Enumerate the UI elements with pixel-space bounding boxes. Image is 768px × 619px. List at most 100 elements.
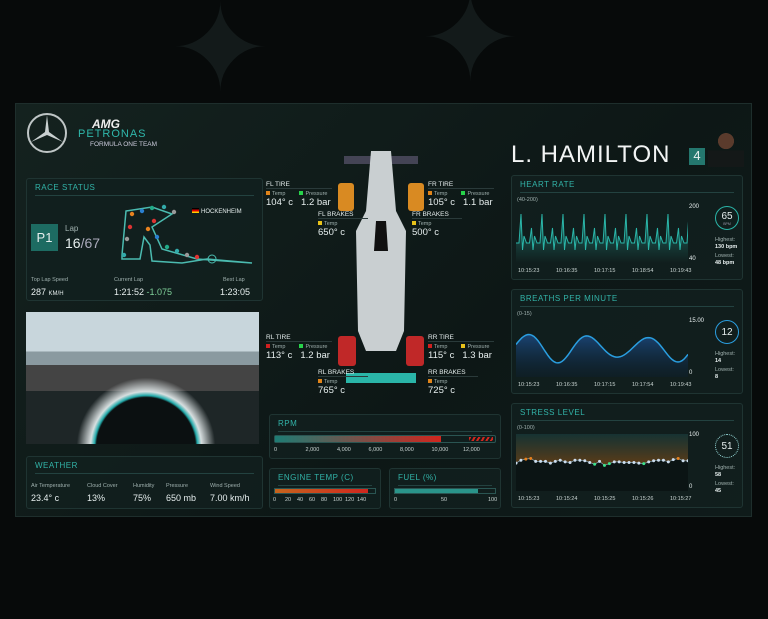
fuel-panel: FUEL (%) 0 50 100: [389, 468, 501, 509]
time-tick-label: 10:15:24: [556, 496, 578, 502]
track-position-dot: [145, 226, 151, 232]
gauge-tick-label: 12,000: [463, 447, 480, 453]
rl-brakes-readout: RL BRAKES Temp 765° c: [318, 369, 368, 396]
race-status-title: RACE STATUS: [35, 183, 254, 196]
mercedes-star-logo: [27, 113, 67, 153]
track-position-dot: [121, 252, 127, 258]
gauge-tick-label: 20: [285, 497, 292, 503]
weather-item: Humidity 75%: [133, 483, 155, 503]
track-position-dot: [184, 252, 190, 258]
rl-tire-marker: [338, 336, 356, 366]
background-star-logo: ✦: [170, 0, 271, 116]
stress-point: [686, 459, 688, 463]
fr-brakes-readout: FR BRAKES Temp 500° c: [412, 211, 462, 238]
stress-point: [548, 461, 552, 465]
stress-point: [568, 461, 572, 464]
stress-point: [617, 460, 621, 464]
time-tick-label: 10:15:26: [632, 496, 654, 502]
gauge-tick-label: 0: [273, 497, 277, 503]
driver-name: L. HAMILTON: [511, 141, 671, 168]
gauge-tick-label: 40: [297, 497, 304, 503]
driver-avatar: [708, 130, 744, 167]
gauge-tick-label: 140: [357, 497, 367, 503]
rpm-redline: [469, 437, 493, 441]
stress-point: [632, 461, 636, 464]
temp-indicator-icon: [428, 191, 432, 195]
amg-logo: AMG: [92, 117, 120, 131]
germany-flag-icon: [192, 208, 199, 213]
stress-point: [588, 461, 592, 464]
track-position-dot: [151, 218, 157, 224]
gauge-tick-label: 0: [394, 497, 398, 503]
stress-point: [602, 463, 606, 467]
car-top-view: [338, 151, 424, 383]
time-tick-label: 10:15:23: [518, 382, 540, 388]
best-lap-label: Best Lap: [223, 277, 245, 283]
heart-rate-area: [516, 214, 688, 263]
temp-indicator-icon: [318, 379, 322, 383]
stress-point: [583, 459, 587, 463]
track-position-dot: [139, 208, 145, 214]
fuel-gauge: [394, 488, 496, 494]
time-tick-label: 10:19:43: [670, 382, 692, 388]
temp-indicator-icon: [318, 221, 322, 225]
track-position-dot: [174, 248, 180, 254]
time-tick-label: 10:15:25: [594, 496, 616, 502]
heart_rate-chart: [516, 213, 688, 263]
breaths-stats: Highest: 14 Lowest: 8: [715, 351, 736, 380]
best-lap-value: 1:23:05: [220, 287, 251, 297]
stress-point: [676, 457, 680, 461]
heart-rate-line: [516, 213, 688, 251]
track-position-dot: [161, 204, 167, 210]
stress-area: [516, 458, 688, 491]
weather-title: WEATHER: [35, 461, 254, 474]
rpm-gauge-fill: [275, 436, 441, 442]
onboard-camera-video[interactable]: [26, 312, 259, 444]
fr-tire-marker: [408, 183, 424, 211]
top-speed-value: 287: [31, 287, 47, 297]
engine-temp-title: ENGINE TEMP (C): [278, 473, 372, 486]
time-tick-label: 10:16:35: [556, 382, 578, 388]
temp-indicator-icon: [428, 379, 432, 383]
dashboard: AMG PETRONAS FORMULA ONE TEAM RACE STATU…: [15, 103, 752, 517]
temp-indicator-icon: [266, 191, 270, 195]
stress-point: [671, 458, 675, 462]
stress-point: [539, 459, 543, 463]
gauge-tick-label: 80: [321, 497, 328, 503]
stress-point: [598, 459, 602, 463]
current-lap-label: Current Lap: [114, 277, 144, 283]
stress-point: [524, 457, 528, 461]
breaths-chart: [516, 333, 688, 377]
breaths-current-gauge: 12: [715, 320, 739, 344]
stress-point: [642, 462, 646, 466]
rl-tire-readout: RL TIRE Temp Pressure 113° c 1.2 bar: [266, 334, 332, 361]
rr-brakes-readout: RR BRAKES Temp 725° c: [428, 369, 478, 396]
temp-indicator-icon: [412, 221, 416, 225]
track-position-dot: [194, 254, 200, 260]
stress-point: [657, 458, 661, 462]
engine-temp-gauge: [274, 488, 376, 494]
stress-current-gauge: 51: [715, 434, 739, 458]
heart_rate-range: (40-200): [517, 197, 538, 203]
current-lap-value: 1:21:52: [114, 287, 145, 297]
gauge-tick-label: 6,000: [368, 447, 383, 453]
gauge-tick-label: 10,000: [431, 447, 449, 453]
stress-point: [519, 458, 523, 462]
rpm-panel: RPM 0 2,000 4,000 6,000 8,000 10,000 12,000: [269, 414, 501, 459]
stress-point: [666, 460, 670, 464]
breaths-area: [516, 334, 688, 377]
y-axis-max: 100: [689, 432, 700, 438]
track-map: [121, 204, 253, 264]
position-badge: P1: [31, 224, 58, 251]
pressure-indicator-icon: [461, 344, 466, 348]
stress-range: (0-100): [517, 425, 535, 431]
lap-total: /67: [80, 235, 101, 251]
rpm-gauge: [274, 435, 496, 443]
temp-indicator-icon: [428, 344, 432, 348]
stress-point: [558, 458, 562, 462]
gauge-tick-label: 100: [488, 497, 498, 503]
race-status-panel: RACE STATUS P1 Lap 16/67 HOCKENHEIM Top …: [26, 178, 263, 301]
fl-tire-readout: FL TIRE Temp Pressure 104° c 1.2 bar: [266, 181, 332, 208]
gauge-tick-label: 60: [309, 497, 316, 503]
time-tick-label: 10:18:54: [632, 268, 654, 274]
